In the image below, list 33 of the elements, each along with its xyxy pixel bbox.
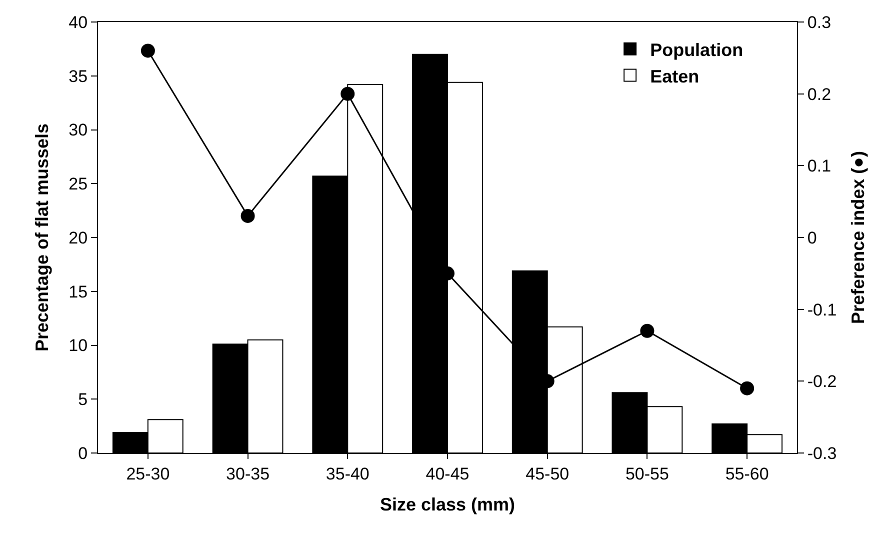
y-tick-label: 15: [68, 282, 88, 302]
y2-axis-title: Preference index (●): [848, 151, 868, 324]
y-tick-label: 25: [68, 174, 88, 194]
y2-tick-label: -0.2: [807, 372, 837, 392]
x-tick-label: 55-60: [725, 464, 769, 484]
y2-tick-label: -0.1: [807, 300, 837, 320]
legend-label: Population: [650, 40, 744, 60]
point: [640, 324, 654, 338]
y-axis-title: Precentage of flat mussels: [32, 123, 52, 352]
x-tick-label: 25-30: [126, 464, 170, 484]
x-tick-label: 35-40: [326, 464, 370, 484]
x-axis-title: Size class (mm): [380, 494, 516, 514]
y-tick-label: 30: [68, 120, 88, 140]
y-tick-label: 5: [78, 390, 88, 410]
y-tick-label: 0: [78, 444, 88, 463]
point: [740, 381, 754, 396]
y2-tick-label: 0.2: [807, 84, 832, 104]
y2-tick-label: -0.3: [807, 444, 837, 463]
y2-tick-label: 0: [807, 228, 817, 248]
y2-tick-label: 0.3: [807, 12, 832, 32]
x-tick-label: 30-35: [226, 464, 270, 484]
x-tick-label: 40-45: [426, 464, 470, 484]
point: [240, 208, 255, 223]
legend-label: Eaten: [650, 66, 700, 86]
y-tick-label: 40: [68, 12, 88, 32]
x-tick-label: 45-50: [526, 464, 570, 484]
y-tick-label: 35: [68, 66, 88, 86]
y-tick-label: 10: [68, 336, 88, 356]
y2-tick-label: 0.1: [807, 156, 832, 176]
x-tick-label: 50-55: [625, 464, 669, 484]
y-tick-label: 20: [68, 228, 88, 248]
point: [340, 86, 355, 101]
point: [140, 44, 155, 58]
